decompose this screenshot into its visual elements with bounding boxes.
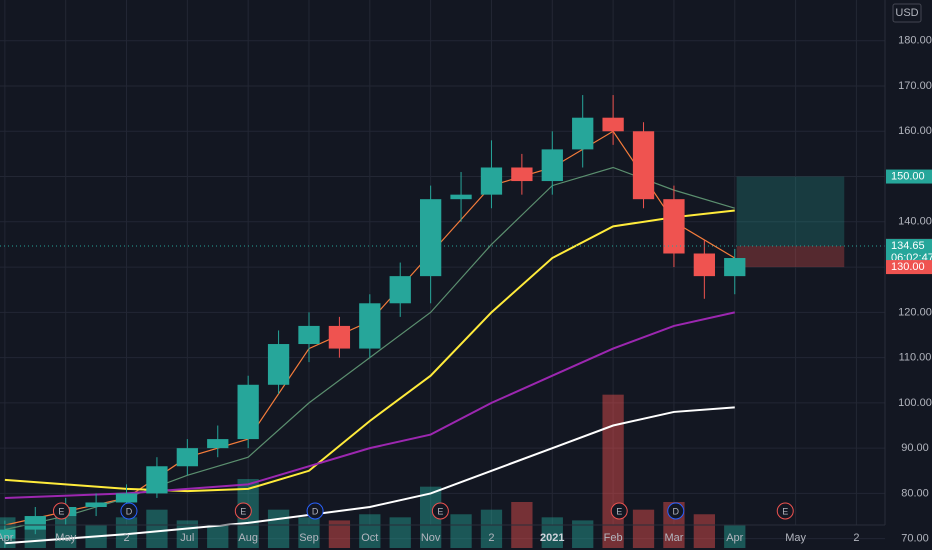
event-label: E: [782, 506, 788, 516]
event-label: D: [312, 506, 319, 516]
volume-bar: [267, 509, 290, 548]
x-tick-label: Oct: [361, 532, 378, 544]
x-tick-label: Sep: [299, 532, 319, 544]
event-label: E: [437, 506, 443, 516]
x-tick-label: Apr: [0, 532, 14, 544]
x-tick-label: Aug: [238, 532, 258, 544]
y-tick-label: 70.00: [901, 533, 929, 545]
candle-body: [24, 516, 46, 530]
candle-body: [450, 194, 472, 200]
volume-bar: [572, 520, 594, 548]
currency: USD: [895, 7, 918, 19]
event-label: D: [673, 506, 680, 516]
candle-body: [389, 276, 411, 304]
event-label: D: [126, 506, 133, 516]
candle-body: [572, 117, 594, 150]
candle-body: [693, 253, 715, 277]
candle-body: [0, 529, 16, 539]
candle-body: [146, 466, 168, 494]
y-tick-label: 160.00: [898, 125, 932, 137]
candle-body: [176, 448, 198, 467]
volume-bar: [207, 525, 229, 548]
candle-body: [85, 502, 107, 507]
volume-bar: [450, 514, 472, 548]
volume-bar: [419, 486, 442, 548]
x-tick-label: 2021: [540, 532, 564, 544]
x-tick-label: Jul: [180, 532, 194, 544]
y-tick-label: 80.00: [901, 487, 929, 499]
x-tick-label: Mar: [664, 532, 683, 544]
volume-bar: [328, 520, 351, 548]
stop-label: 130.00: [891, 261, 925, 273]
volume-bar: [359, 514, 381, 548]
y-tick-label: 110.00: [899, 352, 932, 364]
event-marker: [610, 502, 628, 520]
currency-box: [892, 3, 922, 23]
ma-line: [4, 406, 735, 545]
y-tick-label: 120.00: [898, 306, 932, 318]
volume-bar: [389, 517, 411, 548]
stop-label-box: [886, 260, 932, 275]
candle-body: [359, 303, 381, 349]
y-tick-label: 170.00: [898, 80, 932, 92]
candle-body: [663, 199, 685, 254]
event-marker: [667, 502, 685, 520]
candle-body: [298, 325, 320, 345]
candle-body: [511, 167, 533, 182]
x-tick-label: Feb: [604, 532, 623, 544]
event-marker: [234, 502, 252, 520]
candle-body: [724, 258, 746, 277]
candle-body: [541, 149, 563, 182]
candle-body: [419, 199, 442, 277]
event-marker: [120, 502, 138, 520]
volume-bar: [480, 509, 503, 548]
event-marker: [52, 502, 70, 520]
candle-body: [328, 325, 351, 349]
volume-bar: [146, 509, 168, 548]
target-label: 150.00: [891, 170, 925, 182]
target-label-box: [886, 169, 932, 184]
x-tick-label: 2: [123, 532, 129, 544]
candle-body: [207, 439, 229, 449]
x-tick-label: May: [55, 532, 76, 544]
y-tick-label: 90.00: [901, 442, 929, 454]
y-tick-label: 100.00: [898, 397, 932, 409]
candle-body: [115, 493, 138, 503]
volume-bar: [632, 509, 655, 548]
candle-body: [267, 344, 290, 385]
last-price-label: 134.65: [891, 240, 925, 252]
event-label: E: [240, 506, 246, 516]
candle-body: [237, 384, 259, 440]
event-label: E: [616, 506, 622, 516]
x-tick-label: 2: [853, 532, 859, 544]
event-marker: [431, 502, 449, 520]
event-marker: [306, 502, 324, 520]
candle-body: [632, 131, 655, 200]
candle-body: [480, 167, 503, 195]
x-tick-label: Apr: [726, 532, 743, 544]
x-tick-label: Nov: [421, 532, 441, 544]
candle-body: [602, 117, 624, 132]
x-tick-label: May: [785, 532, 806, 544]
volume-bar: [693, 514, 715, 548]
stop-zone: [736, 246, 845, 268]
target-zone: [736, 176, 845, 247]
y-tick-label: 180.00: [898, 35, 932, 47]
event-marker: [776, 502, 794, 520]
ma-line: [4, 311, 735, 499]
event-label: E: [58, 506, 64, 516]
y-tick-label: 140.00: [898, 216, 932, 228]
volume-bar: [724, 525, 746, 548]
x-tick-label: 2: [488, 532, 494, 544]
